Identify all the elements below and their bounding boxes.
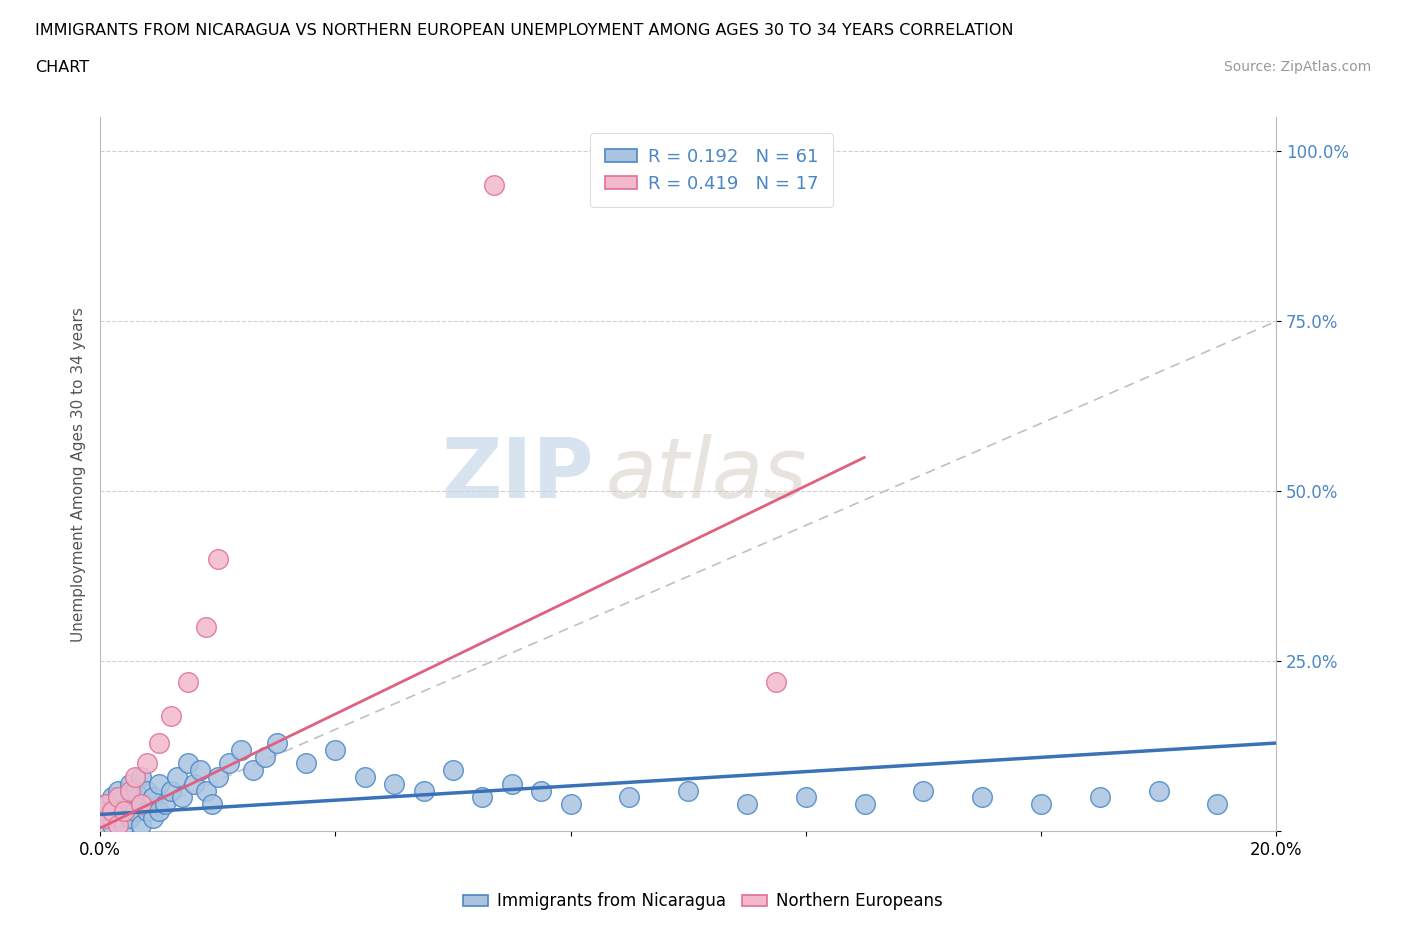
Point	[112, 804, 135, 818]
Point	[794, 790, 817, 804]
Point	[177, 756, 200, 771]
Point	[153, 797, 176, 812]
Point	[159, 709, 181, 724]
Point	[735, 797, 758, 812]
Point	[253, 750, 276, 764]
Point	[129, 797, 152, 812]
Legend: R = 0.192   N = 61, R = 0.419   N = 17: R = 0.192 N = 61, R = 0.419 N = 17	[591, 134, 832, 207]
Point	[1088, 790, 1111, 804]
Point	[129, 770, 152, 785]
Point	[148, 736, 170, 751]
Point	[101, 790, 124, 804]
Point	[482, 178, 505, 193]
Point	[912, 783, 935, 798]
Point	[619, 790, 641, 804]
Text: ZIP: ZIP	[441, 434, 595, 515]
Point	[118, 797, 141, 812]
Point	[94, 810, 117, 825]
Point	[94, 804, 117, 818]
Point	[142, 810, 165, 825]
Text: atlas: atlas	[606, 434, 807, 515]
Point	[136, 756, 159, 771]
Point	[560, 797, 582, 812]
Point	[530, 783, 553, 798]
Point	[1029, 797, 1052, 812]
Point	[207, 552, 229, 567]
Point	[412, 783, 434, 798]
Point	[107, 797, 129, 812]
Point	[231, 742, 253, 757]
Legend: Immigrants from Nicaragua, Northern Europeans: Immigrants from Nicaragua, Northern Euro…	[457, 885, 949, 917]
Point	[124, 783, 146, 798]
Point	[471, 790, 494, 804]
Point	[177, 674, 200, 689]
Point	[194, 783, 217, 798]
Point	[853, 797, 876, 812]
Point	[972, 790, 994, 804]
Point	[1206, 797, 1229, 812]
Point	[765, 674, 787, 689]
Point	[107, 810, 129, 825]
Point	[124, 770, 146, 785]
Point	[266, 736, 288, 751]
Point	[129, 817, 152, 832]
Point	[94, 797, 117, 812]
Point	[207, 770, 229, 785]
Point	[101, 804, 124, 818]
Point	[166, 770, 188, 785]
Point	[676, 783, 699, 798]
Point	[101, 817, 124, 832]
Point	[353, 770, 375, 785]
Point	[183, 777, 205, 791]
Point	[129, 797, 152, 812]
Point	[1147, 783, 1170, 798]
Point	[94, 797, 117, 812]
Point	[148, 804, 170, 818]
Text: Source: ZipAtlas.com: Source: ZipAtlas.com	[1223, 60, 1371, 74]
Point	[101, 804, 124, 818]
Point	[159, 783, 181, 798]
Point	[295, 756, 318, 771]
Point	[136, 783, 159, 798]
Point	[124, 804, 146, 818]
Point	[142, 790, 165, 804]
Point	[107, 783, 129, 798]
Point	[194, 620, 217, 635]
Point	[501, 777, 523, 791]
Point	[107, 817, 129, 832]
Point	[382, 777, 405, 791]
Point	[118, 783, 141, 798]
Point	[112, 804, 135, 818]
Point	[218, 756, 240, 771]
Text: IMMIGRANTS FROM NICARAGUA VS NORTHERN EUROPEAN UNEMPLOYMENT AMONG AGES 30 TO 34 : IMMIGRANTS FROM NICARAGUA VS NORTHERN EU…	[35, 23, 1014, 38]
Point	[94, 810, 117, 825]
Point	[112, 817, 135, 832]
Point	[148, 777, 170, 791]
Point	[118, 777, 141, 791]
Y-axis label: Unemployment Among Ages 30 to 34 years: Unemployment Among Ages 30 to 34 years	[72, 307, 86, 642]
Point	[118, 810, 141, 825]
Point	[201, 797, 224, 812]
Point	[188, 763, 211, 777]
Point	[172, 790, 194, 804]
Point	[441, 763, 464, 777]
Point	[136, 804, 159, 818]
Point	[107, 790, 129, 804]
Text: CHART: CHART	[35, 60, 89, 75]
Point	[242, 763, 264, 777]
Point	[323, 742, 346, 757]
